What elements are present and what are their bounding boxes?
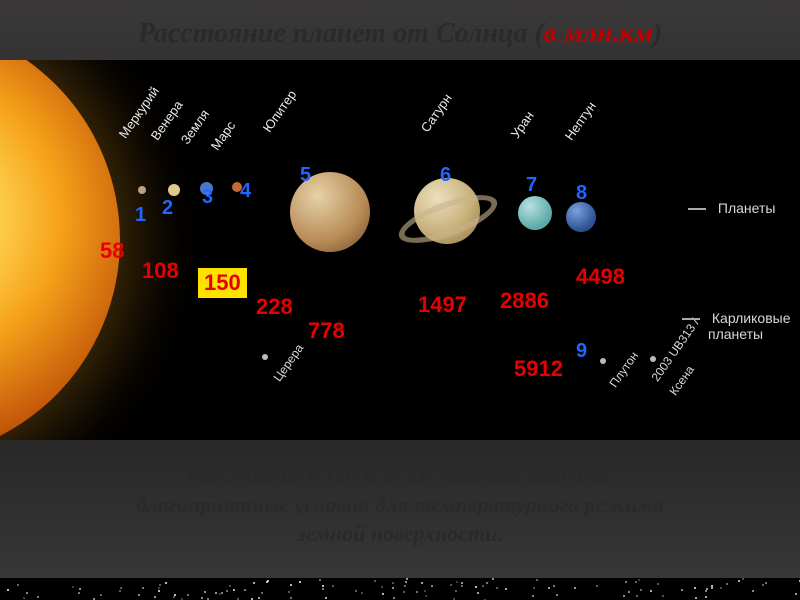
legend-dwarfs-label: Карликовые [712, 310, 791, 326]
legend-planets: Планеты [688, 200, 775, 216]
dwarf-planet [262, 354, 268, 360]
planet-distance: 2886 [500, 288, 549, 314]
legend-dash-icon [688, 208, 706, 210]
planet-index: 6 [440, 164, 451, 187]
dwarf-label: Плутон [607, 349, 642, 390]
planet-distance: 108 [142, 258, 179, 284]
planet-1 [138, 186, 146, 194]
planet-distance: 58 [100, 238, 124, 264]
planet-distance: 778 [308, 318, 345, 344]
star-band [0, 578, 800, 600]
planet-index: 7 [526, 174, 537, 197]
planet-index: 8 [576, 182, 587, 205]
planet-label: Сатурн [418, 91, 455, 135]
planet-index: 4 [240, 180, 251, 203]
legend-dash-icon [682, 318, 700, 320]
title-main: Расстояние планет от Солнца [138, 18, 535, 49]
title-paren-open: ( [535, 18, 544, 49]
legend-planets-label: Планеты [718, 200, 776, 216]
dwarf-label: Ксена [667, 363, 697, 398]
planet-distance: 228 [256, 294, 293, 320]
planet-label: Марс [208, 118, 239, 153]
solar-system-diagram: Меркурий158Венера2108Земля3150Марс4228Юп… [0, 60, 800, 440]
planet-distance: 4498 [576, 264, 625, 290]
planet-index: 1 [135, 204, 146, 227]
planet-label: Земля [178, 107, 212, 147]
page-title: Расстояние планет от Солнца (в млн.км) [0, 0, 800, 60]
title-paren-close: ) [653, 18, 662, 49]
dwarf-planet [650, 356, 656, 362]
planet-7 [518, 196, 552, 230]
legend-dwarfs-label2: планеты [708, 326, 763, 342]
planet-8 [566, 202, 596, 232]
planet-label: Юпитер [260, 87, 300, 135]
planet-2 [168, 184, 180, 196]
caption-line: земной поверхности. [30, 519, 770, 549]
planet-index: 3 [202, 186, 213, 209]
dwarf-index: 9 [576, 340, 587, 363]
dwarf-distance: 5912 [514, 356, 563, 382]
caption-line: благоприятные условия для температурного… [30, 490, 770, 520]
legend-dwarfs: Карликовые планеты [682, 310, 790, 342]
caption-line: Расстояние в 150 млн км. создаёт наиболе… [30, 460, 770, 490]
planet-distance: 1497 [418, 292, 467, 318]
title-unit: в млн.км [544, 18, 653, 49]
planet-6 [414, 178, 480, 244]
planet-distance: 150 [198, 268, 247, 298]
caption: Расстояние в 150 млн км. создаёт наиболе… [0, 440, 800, 549]
dwarf-planet [600, 358, 606, 364]
planet-index: 2 [162, 197, 173, 220]
planet-label: Уран [508, 108, 537, 141]
dwarf-label: Церера [271, 341, 307, 384]
planet-index: 5 [300, 164, 311, 187]
planet-label: Нептун [562, 99, 599, 143]
